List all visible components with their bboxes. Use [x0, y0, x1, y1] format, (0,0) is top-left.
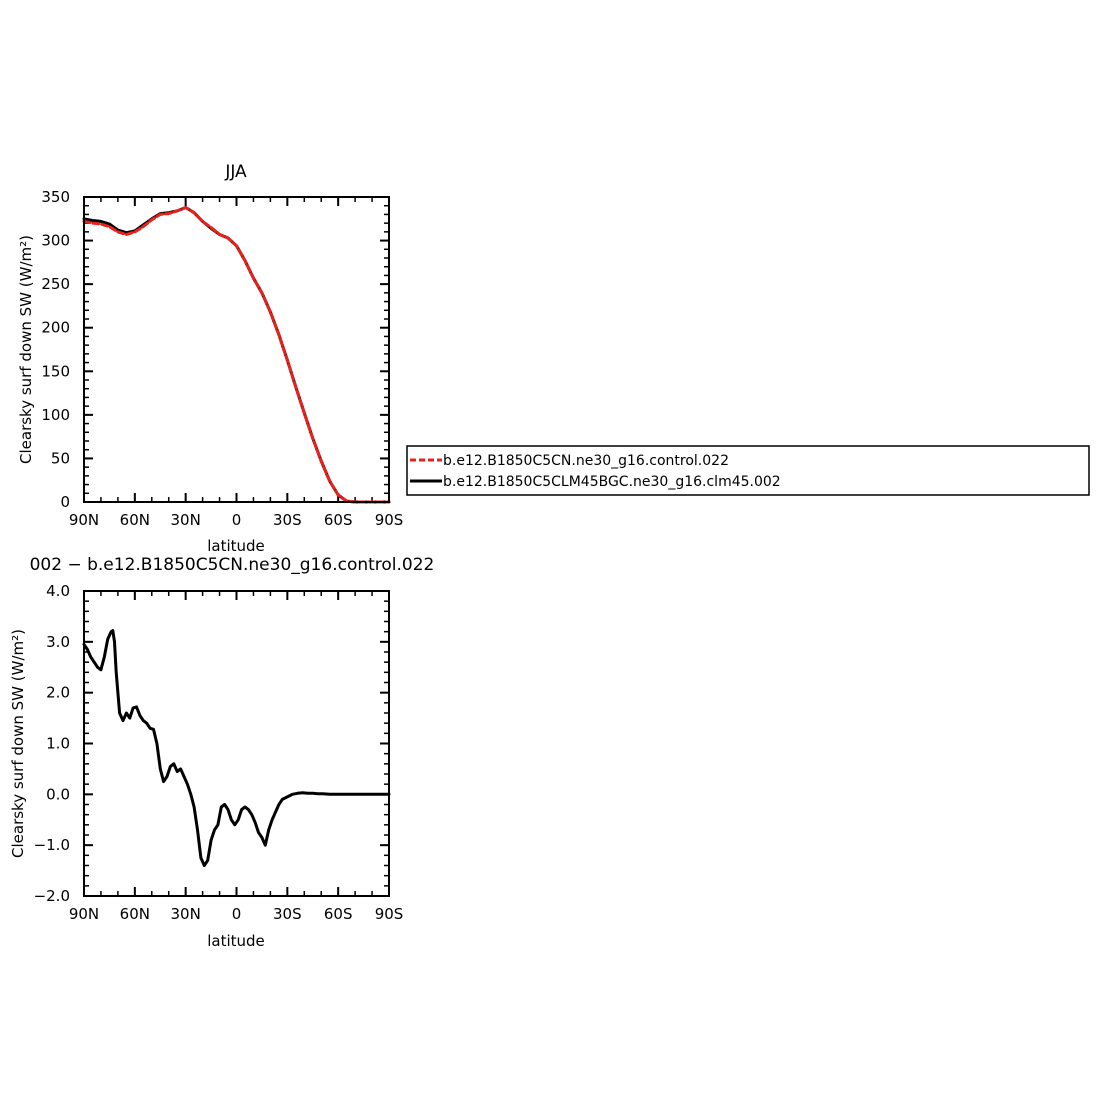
bottom-x-tick-label: 90S [375, 905, 404, 923]
top-panel: JJA 90N 60N 30N 0 30S 60S 90S 0 50 100 150 200 250 30… [17, 162, 403, 555]
top-x-tick-label: 30N [171, 511, 201, 529]
bottom-y-tick-label: 3.0 [46, 633, 70, 651]
bottom-x-tick-label: 30N [171, 905, 201, 923]
top-y-tick-label: 350 [41, 188, 70, 206]
top-y-axis-label: Clearsky surf down SW (W/m²) [17, 235, 35, 464]
top-series-control [82, 206, 391, 504]
bottom-plot-frame [83, 590, 390, 897]
top-y-tick-label: 100 [41, 406, 70, 424]
bottom-x-tick-label: 30S [273, 905, 302, 923]
top-panel-title: JJA [224, 162, 247, 182]
top-x-tick-label: 30S [273, 511, 302, 529]
top-x-tick-label: 90N [69, 511, 99, 529]
bottom-panel-title: 002 − b.e12.B1850C5CN.ne30_g16.control.0… [30, 555, 435, 575]
bottom-x-tick-label: 60N [120, 905, 150, 923]
bottom-y-axis-label: Clearsky surf down SW (W/m²) [9, 629, 27, 858]
bottom-series-difference [82, 629, 391, 867]
top-y-tick-label: 50 [51, 449, 70, 467]
legend-box [406, 445, 1090, 496]
top-x-tick-label: 0 [232, 511, 242, 529]
top-y-tick-label: 150 [41, 362, 70, 380]
top-series-clm45 [82, 206, 391, 504]
top-y-tick-label: 300 [41, 232, 70, 250]
top-plot-frame [83, 196, 390, 503]
bottom-y-tick-label: 2.0 [46, 684, 70, 702]
bottom-y-tick-label: 0.0 [46, 785, 70, 803]
bottom-x-tick-label: 0 [232, 905, 242, 923]
bottom-plot-area: 90N 60N 30N 0 30S 60S 90S −2.0 −1.0 0.0 1.0 2.0 3.0 4… [34, 582, 404, 923]
top-x-tick-label: 90S [375, 511, 404, 529]
top-x-tick-label: 60S [324, 511, 353, 529]
bottom-y-tick-label: 1.0 [46, 735, 70, 753]
legend-label-clm45: b.e12.B1850C5CLM45BGC.ne30_g16.clm45.002 [443, 474, 781, 490]
bottom-x-tick-label: 60S [324, 905, 353, 923]
top-y-tick-label: 250 [41, 275, 70, 293]
top-x-axis-label: latitude [207, 537, 265, 555]
bottom-y-tick-label: 4.0 [46, 582, 70, 600]
bottom-x-axis-label: latitude [207, 932, 265, 950]
legend: b.e12.B1850C5CN.ne30_g16.control.022 b.e… [406, 445, 1090, 496]
top-plot-area: 90N 60N 30N 0 30S 60S 90S 0 50 100 150 200 250 300 350 [41, 188, 403, 529]
bottom-y-tick-label: −2.0 [34, 887, 70, 905]
top-x-tick-label: 60N [120, 511, 150, 529]
bottom-y-tick-label: −1.0 [34, 836, 70, 854]
top-y-tick-label: 0 [60, 493, 70, 511]
bottom-panel: 002 − b.e12.B1850C5CN.ne30_g16.control.0… [9, 555, 434, 950]
legend-label-control: b.e12.B1850C5CN.ne30_g16.control.022 [443, 453, 729, 469]
top-y-tick-label: 200 [41, 319, 70, 337]
bottom-x-tick-label: 90N [69, 905, 99, 923]
